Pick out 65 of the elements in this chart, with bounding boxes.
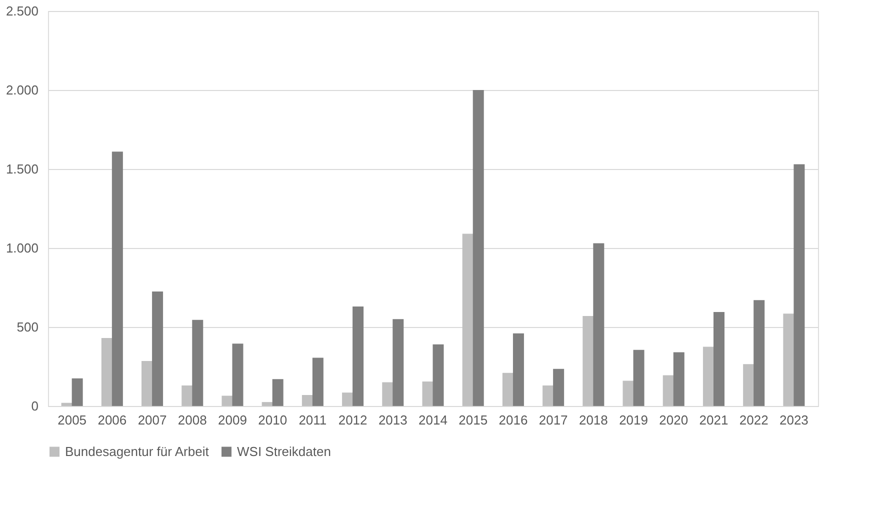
x-tick-label: 2010 <box>258 412 288 428</box>
bar <box>502 372 514 406</box>
bar <box>783 314 794 406</box>
y-tick-label: 1.000 <box>6 240 38 256</box>
bar <box>61 402 72 406</box>
bar <box>633 350 644 406</box>
bar <box>262 402 273 406</box>
bar <box>553 368 564 406</box>
bar <box>662 375 674 406</box>
x-tick-label: 2009 <box>218 412 247 428</box>
x-tick-label: 2022 <box>739 412 768 428</box>
bar <box>182 385 193 406</box>
y-tick-label: 500 <box>16 320 38 334</box>
bar <box>512 333 524 406</box>
y-tick-label: 2.000 <box>6 82 38 98</box>
y-tick-label: 2.500 <box>6 4 38 18</box>
x-tick-label: 2019 <box>619 412 648 428</box>
bar <box>622 380 634 406</box>
y-tick-label: 1.500 <box>6 162 38 176</box>
bar <box>101 338 112 406</box>
bar <box>312 358 324 406</box>
x-tick-label: 2014 <box>418 412 448 428</box>
bar <box>542 385 554 406</box>
bar <box>702 346 714 406</box>
bar <box>112 152 123 406</box>
bar <box>593 243 604 406</box>
bar <box>673 352 684 406</box>
bar <box>422 382 434 406</box>
x-tick-label: 2011 <box>298 412 327 428</box>
bar <box>142 360 153 406</box>
x-tick-label: 2015 <box>458 412 488 428</box>
bar <box>392 319 404 406</box>
x-tick-label: 2020 <box>659 412 688 428</box>
bar <box>754 300 765 406</box>
x-tick-label: 2023 <box>779 412 808 428</box>
bar <box>152 291 164 406</box>
bar <box>743 364 754 406</box>
bar <box>192 320 204 406</box>
x-tick-label: 2005 <box>58 412 87 428</box>
bar <box>582 316 594 406</box>
y-tick-label: 0 <box>31 398 38 414</box>
x-tick-label: 2008 <box>178 412 207 428</box>
x-tick-label: 2006 <box>98 412 127 428</box>
bar <box>472 90 484 406</box>
bar <box>72 378 83 406</box>
bar <box>432 344 444 406</box>
x-tick-label: 2012 <box>338 412 368 428</box>
bar <box>382 382 394 406</box>
x-tick-label: 2007 <box>138 412 167 428</box>
bar <box>462 234 474 406</box>
bar <box>713 312 724 406</box>
bar <box>272 379 284 406</box>
x-tick-label: 2016 <box>498 412 528 428</box>
bar <box>794 164 805 406</box>
bar <box>352 306 364 406</box>
legend-label: Bundesagentur für Arbeit <box>65 444 210 459</box>
x-tick-label: 2021 <box>699 412 728 428</box>
x-tick-label: 2018 <box>578 412 608 428</box>
bar <box>232 344 244 406</box>
bar <box>222 396 233 406</box>
legend-label: WSI Streikdaten <box>237 444 331 459</box>
x-tick-label: 2013 <box>378 412 408 428</box>
bar <box>302 394 313 406</box>
bar <box>342 392 354 406</box>
x-tick-label: 2017 <box>538 412 568 428</box>
